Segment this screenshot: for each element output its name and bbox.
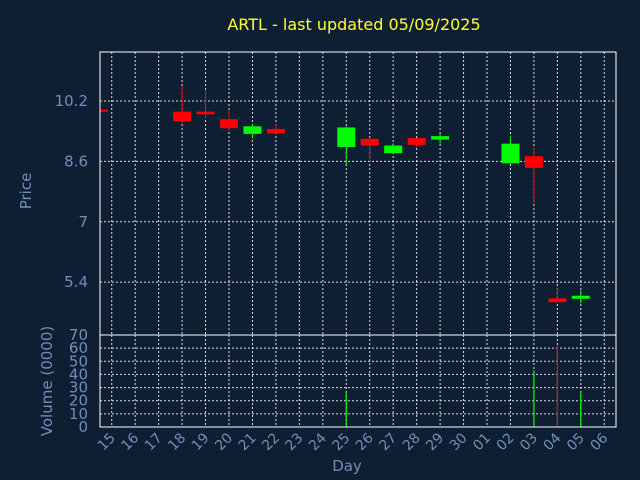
x-tick-label: 05 xyxy=(564,430,588,454)
volume-tick-label: 20 xyxy=(69,392,88,410)
x-tick-label: 04 xyxy=(541,430,565,454)
x-tick-label: 29 xyxy=(423,430,447,454)
chart-title: ARTL - last updated 05/09/2025 xyxy=(227,15,480,34)
x-tick-label: 16 xyxy=(118,430,142,454)
candle-body xyxy=(266,128,285,134)
candle-body xyxy=(571,295,590,299)
candle-body xyxy=(337,127,356,148)
candle-body xyxy=(501,143,520,164)
price-panel: 5.4 7 8.6 10.2 xyxy=(55,51,617,336)
x-tick-label: 18 xyxy=(165,430,189,454)
volume-frame xyxy=(99,334,617,428)
x-tick-label: 21 xyxy=(236,430,260,454)
candle-body xyxy=(100,109,108,112)
x-tick-label: 25 xyxy=(329,430,353,454)
x-tick-label: 22 xyxy=(259,430,283,454)
volume-axis-label: Volume (0000) xyxy=(38,326,56,436)
x-tick-label: 02 xyxy=(494,430,518,454)
price-tick-label: 5.4 xyxy=(64,273,88,291)
volume-tick-label: 40 xyxy=(69,365,88,383)
x-tick-label: 28 xyxy=(400,430,424,454)
price-tick-label: 7 xyxy=(78,213,88,231)
x-tick-label: 27 xyxy=(376,430,400,454)
x-tick-label: 15 xyxy=(95,430,119,454)
x-tick-label: 30 xyxy=(447,430,471,454)
x-tick-label: 23 xyxy=(283,430,307,454)
price-axis-label: Price xyxy=(17,173,35,210)
price-tick-label: 10.2 xyxy=(55,92,88,110)
x-tick-label: 06 xyxy=(587,430,611,454)
candle-body xyxy=(384,145,403,154)
volume-tick-label: 70 xyxy=(69,326,88,344)
candle-body xyxy=(196,111,215,115)
volume-tick-label: 10 xyxy=(69,405,88,423)
x-tick-label: 20 xyxy=(212,430,236,454)
candle-body xyxy=(173,111,192,122)
volume-tick-label: 50 xyxy=(69,352,88,370)
volume-tick-label: 60 xyxy=(69,339,88,357)
price-tick-label: 8.6 xyxy=(64,152,88,170)
x-tick-label: 24 xyxy=(306,430,330,454)
x-tick-label: 01 xyxy=(470,430,494,454)
x-tick-label: 03 xyxy=(517,430,541,454)
volume-tick-label: 0 xyxy=(78,418,88,436)
x-axis: 15 16 17 18 19 20 21 22 23 24 25 26 27 28 29 30 01 02 03 04… xyxy=(95,430,612,454)
candle-body xyxy=(431,136,450,140)
candle-body xyxy=(407,138,426,145)
candle-body xyxy=(548,298,567,303)
x-tick-label: 19 xyxy=(189,430,213,454)
candle-body xyxy=(524,156,543,168)
candle-body xyxy=(243,126,262,134)
volume-tick-label: 30 xyxy=(69,379,88,397)
x-tick-label: 17 xyxy=(142,430,166,454)
candle-body xyxy=(360,138,379,146)
x-tick-label: 26 xyxy=(353,430,377,454)
day-axis-label: Day xyxy=(332,457,362,475)
price-frame xyxy=(99,51,617,336)
candle-body xyxy=(220,119,238,129)
